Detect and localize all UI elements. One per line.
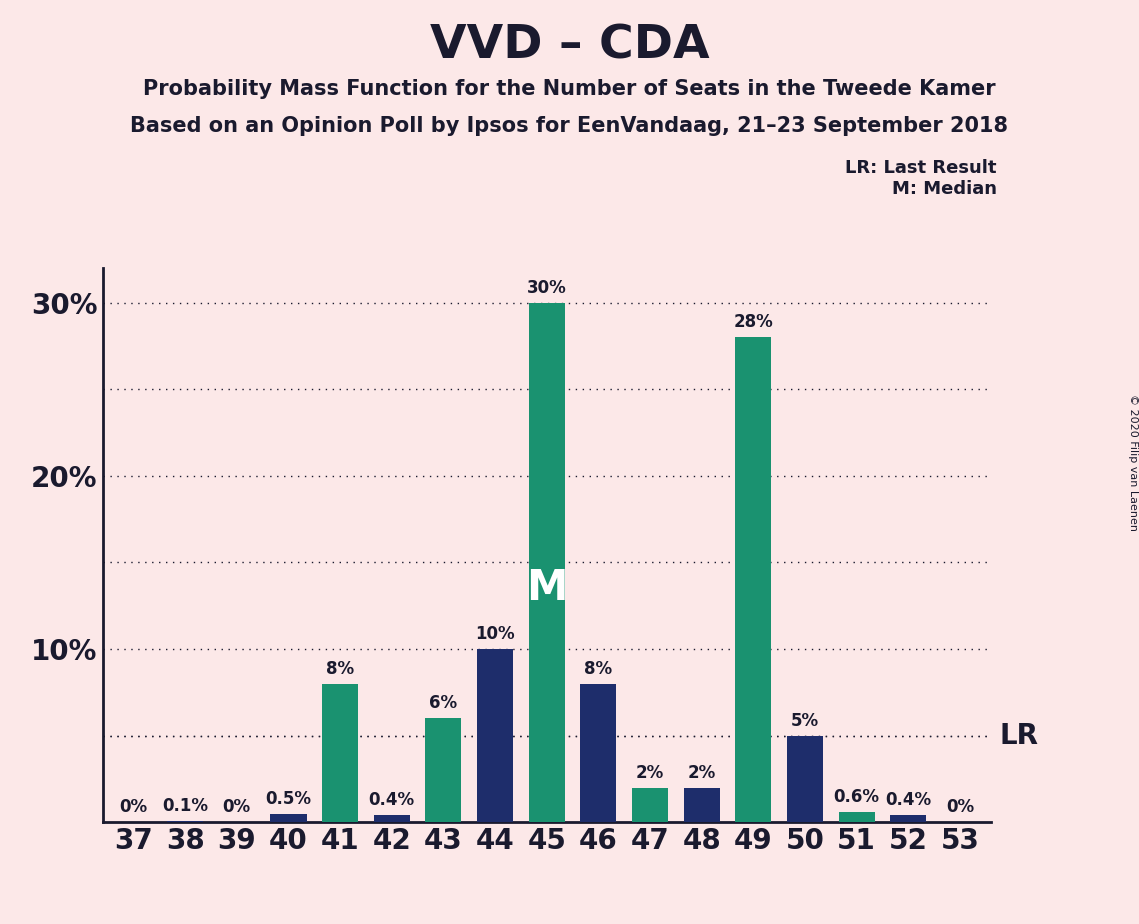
Text: 0.4%: 0.4% [369,791,415,809]
Text: 2%: 2% [688,763,715,782]
Text: 30%: 30% [527,278,566,297]
Bar [270,814,306,822]
Bar [167,821,203,822]
Text: 0%: 0% [120,798,148,816]
Text: 6%: 6% [429,694,458,712]
Text: LR: Last Result: LR: Last Result [845,159,997,176]
Text: 8%: 8% [326,660,354,677]
Bar [580,684,616,822]
Bar [736,337,771,822]
Text: 2%: 2% [636,763,664,782]
Text: LR: LR [1000,722,1039,749]
Text: M: M [526,567,567,610]
Bar [374,816,410,822]
Bar [528,303,565,822]
Bar [683,787,720,822]
Text: Based on an Opinion Poll by Ipsos for EenVandaag, 21–23 September 2018: Based on an Opinion Poll by Ipsos for Ee… [131,116,1008,136]
Text: 0%: 0% [945,798,974,816]
Bar [322,684,358,822]
Text: 0.5%: 0.5% [265,790,311,808]
Text: 0.1%: 0.1% [162,796,208,815]
Text: 0.6%: 0.6% [834,788,879,806]
Text: 10%: 10% [475,625,515,643]
Bar [632,787,669,822]
Bar [787,736,823,822]
Text: M: Median: M: Median [892,180,997,198]
Text: 0%: 0% [223,798,251,816]
Text: © 2020 Filip van Laenen: © 2020 Filip van Laenen [1129,394,1138,530]
Bar [838,812,875,822]
Text: 8%: 8% [584,660,613,677]
Bar [477,649,514,822]
Bar [425,719,461,822]
Text: 28%: 28% [734,313,773,331]
Text: VVD – CDA: VVD – CDA [429,23,710,68]
Text: 0.4%: 0.4% [885,791,932,809]
Text: 5%: 5% [790,711,819,730]
Bar [891,816,926,822]
Text: Probability Mass Function for the Number of Seats in the Tweede Kamer: Probability Mass Function for the Number… [144,79,995,99]
